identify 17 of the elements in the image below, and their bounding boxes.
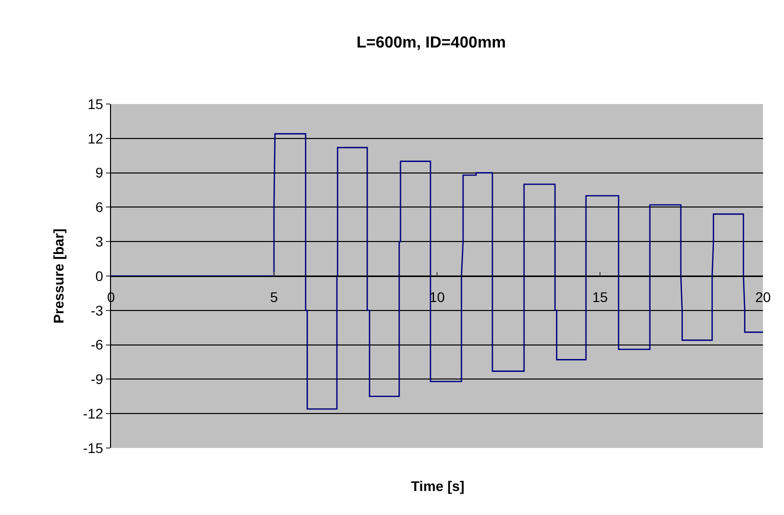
y-tick-label: -12 xyxy=(82,406,104,422)
y-tick-label: -9 xyxy=(90,371,104,388)
y-tick-label: 9 xyxy=(95,164,104,181)
chart-title: L=600m, ID=400mm xyxy=(356,34,506,52)
y-tick-label: -6 xyxy=(90,336,104,353)
x-tick-label: 15 xyxy=(592,288,608,305)
x-tick-label: 5 xyxy=(270,288,278,305)
y-tick-label: 6 xyxy=(95,199,104,216)
x-axis-title: Time [s] xyxy=(411,478,464,494)
y-axis-title: Pressure [bar] xyxy=(50,228,67,324)
y-tick-label: -15 xyxy=(82,440,104,456)
y-tick-label: 12 xyxy=(88,130,104,146)
x-tick-label: 20 xyxy=(755,288,771,305)
y-tick-label: -3 xyxy=(90,302,104,318)
y-tick-label: 3 xyxy=(95,234,104,250)
y-tick-label: 0 xyxy=(95,268,104,284)
y-tick-label: 15 xyxy=(88,96,104,112)
